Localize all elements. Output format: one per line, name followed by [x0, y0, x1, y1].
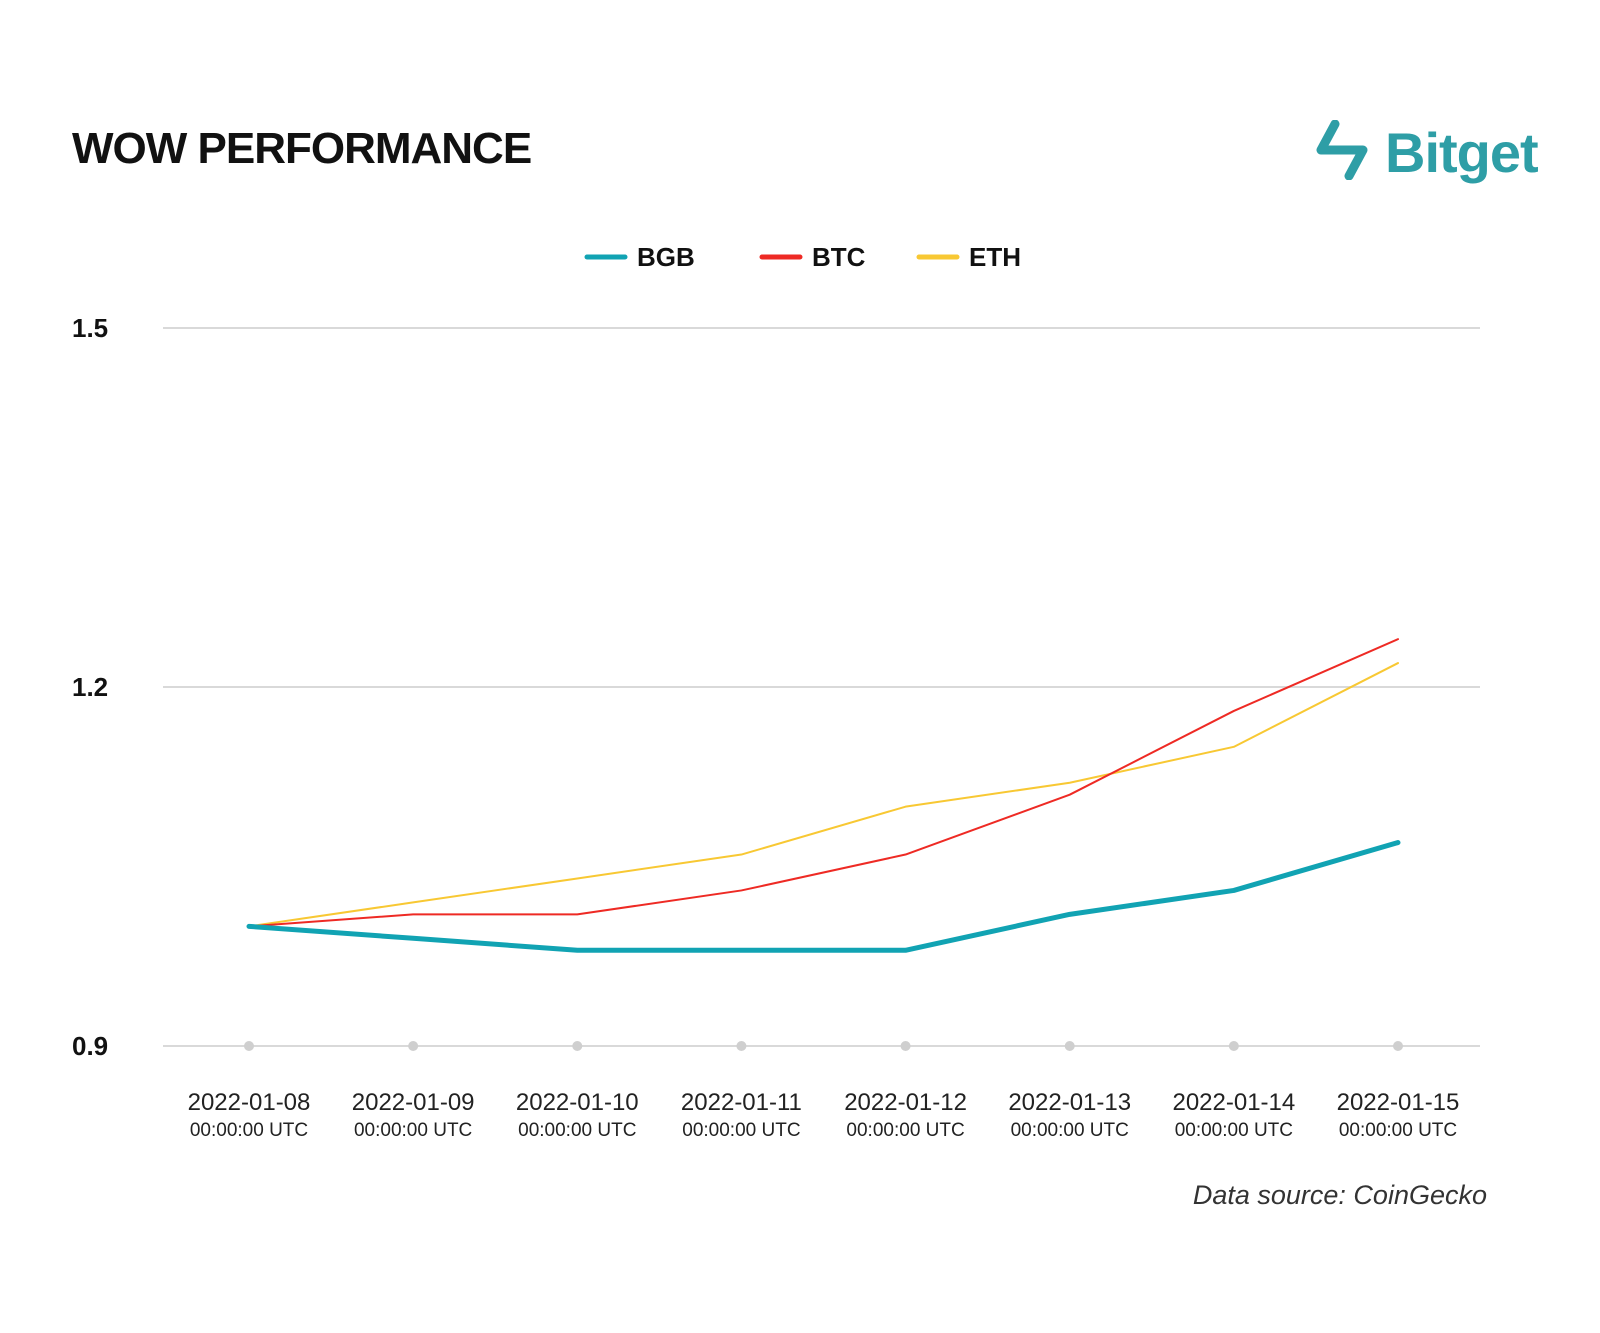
x-tick-label: 2022-01-11 — [681, 1089, 802, 1116]
series-line-bgb — [246, 840, 1401, 953]
x-tick-sublabel: 00:00:00 UTC — [846, 1120, 964, 1141]
x-tick-label: 2022-01-10 — [516, 1089, 639, 1116]
bitget-arrows-icon — [1313, 119, 1371, 185]
y-tick-label: 1.5 — [72, 313, 108, 343]
x-axis-dot — [572, 1041, 583, 1051]
x-tick-label: 2022-01-12 — [844, 1089, 967, 1116]
x-axis-dot — [408, 1041, 419, 1051]
x-tick-sublabel: 00:00:00 UTC — [518, 1120, 636, 1141]
y-tick-label: 0.9 — [72, 1031, 108, 1061]
legend-label-eth: ETH — [969, 242, 1021, 272]
x-axis-dot — [900, 1041, 911, 1051]
x-tick-sublabel: 00:00:00 UTC — [682, 1120, 800, 1141]
x-tick-label: 2022-01-13 — [1008, 1089, 1131, 1116]
x-tick-sublabel: 00:00:00 UTC — [190, 1120, 308, 1141]
x-tick-label: 2022-01-15 — [1337, 1089, 1460, 1116]
x-axis-dot — [1228, 1041, 1239, 1051]
series-line-eth — [248, 662, 1399, 928]
brand-logo: Bitget — [1313, 119, 1539, 185]
x-tick-sublabel: 00:00:00 UTC — [1175, 1120, 1293, 1141]
chart-title: WOW PERFORMANCE — [72, 124, 532, 173]
legend-label-bgb: BGB — [637, 242, 695, 272]
x-tick-sublabel: 00:00:00 UTC — [1011, 1120, 1129, 1141]
x-axis-dot — [244, 1041, 254, 1051]
brand-name: Bitget — [1385, 121, 1539, 184]
data-source-note: Data source: CoinGecko — [1192, 1180, 1487, 1210]
legend-label-btc: BTC — [812, 242, 866, 272]
x-axis-dot — [1393, 1041, 1403, 1051]
x-tick-sublabel: 00:00:00 UTC — [1339, 1120, 1457, 1141]
x-axis-dot — [736, 1041, 747, 1051]
x-tick-label: 2022-01-08 — [188, 1089, 311, 1116]
x-tick-label: 2022-01-09 — [352, 1089, 475, 1116]
x-tick-sublabel: 00:00:00 UTC — [354, 1120, 472, 1141]
x-axis-dot — [1064, 1041, 1075, 1051]
series-line-btc — [248, 638, 1399, 928]
y-tick-label: 1.2 — [72, 672, 108, 702]
x-tick-label: 2022-01-14 — [1172, 1089, 1295, 1116]
